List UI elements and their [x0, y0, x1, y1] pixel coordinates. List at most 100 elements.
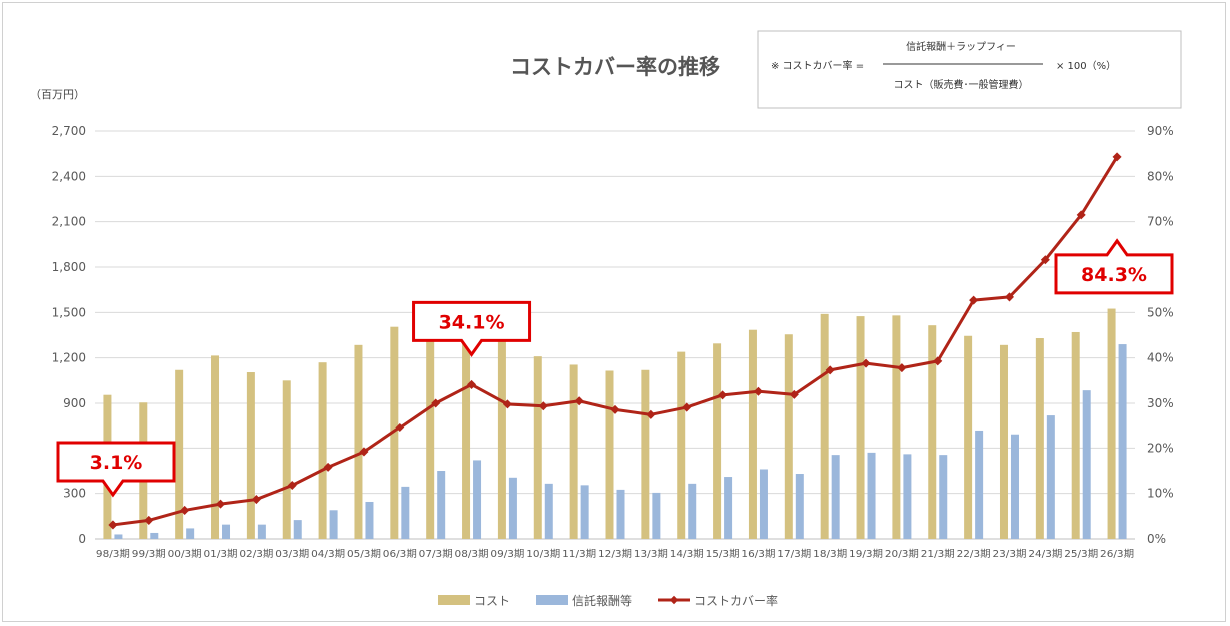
- line-point: [933, 356, 943, 366]
- x-tick-label: 07/3期: [419, 549, 453, 560]
- bar-trust-fee: [580, 485, 589, 539]
- bar-cost: [605, 370, 614, 539]
- bar-trust-fee: [975, 430, 984, 539]
- bar-cost: [282, 380, 291, 539]
- x-tick-label: 12/3期: [598, 549, 632, 560]
- legend-label: 信託報酬等: [572, 593, 632, 608]
- bar-trust-fee: [401, 486, 410, 539]
- x-tick-label: 19/3期: [849, 549, 883, 560]
- y-axis-unit-label: （百万円）: [30, 88, 85, 101]
- x-tick-label: 11/3期: [562, 549, 596, 560]
- y-right-tick-label: 50%: [1147, 305, 1174, 319]
- x-tick-label: 98/3期: [96, 549, 130, 560]
- bar-trust-fee: [473, 460, 482, 539]
- y-right-tick-label: 40%: [1147, 351, 1174, 365]
- formula-suffix: × 100（%）: [1056, 60, 1116, 72]
- y-right-tick-label: 30%: [1147, 396, 1174, 410]
- line-point: [861, 358, 871, 368]
- bars: [103, 307, 1127, 539]
- bar-cost: [856, 316, 865, 539]
- x-tick-label: 04/3期: [311, 549, 345, 560]
- line-point: [789, 389, 799, 399]
- bar-cost: [1035, 338, 1044, 539]
- y-left-tick-label: 0: [78, 532, 86, 546]
- y-right-tick-label: 20%: [1147, 441, 1174, 455]
- bar-trust-fee: [257, 524, 266, 539]
- x-tick-label: 05/3期: [347, 549, 381, 560]
- callout-box: [412, 300, 532, 357]
- formula-box: ※ コストカバー率 = 信託報酬＋ラップフィー コスト（販売費･一般管理費） ×…: [757, 30, 1182, 109]
- x-tick-label: 25/3期: [1064, 549, 1098, 560]
- bar-trust-fee: [652, 492, 661, 539]
- bar-cost: [426, 312, 435, 539]
- y-left-tick-label: 1,500: [52, 305, 86, 319]
- bar-cost: [820, 313, 829, 539]
- x-tick-label: 03/3期: [275, 549, 309, 560]
- bar-cost: [1107, 308, 1116, 539]
- formula-numerator: 信託報酬＋ラップフィー: [906, 40, 1016, 53]
- bar-cost: [462, 307, 471, 539]
- bar-trust-fee: [724, 477, 733, 539]
- x-tick-label: 00/3期: [168, 549, 202, 560]
- bar-cost: [748, 329, 757, 539]
- bar-trust-fee: [1046, 415, 1055, 539]
- chart-title: コストカバー率の推移: [510, 55, 720, 79]
- bar-trust-fee: [293, 520, 302, 539]
- legend: コスト 信託報酬等 コストカバー率: [438, 593, 778, 608]
- callout-label: 84.3%: [1081, 264, 1147, 286]
- bar-trust-fee: [508, 477, 517, 539]
- callout-label: 3.1%: [90, 452, 143, 474]
- bar-trust-fee: [688, 483, 697, 539]
- callout-box: [56, 441, 176, 498]
- x-tick-label: 15/3期: [706, 549, 740, 560]
- bar-cost: [892, 315, 901, 539]
- bar-trust-fee: [186, 528, 195, 539]
- y-left-tick-label: 1,800: [52, 260, 86, 274]
- formula-prefix: ※ コストカバー率 =: [771, 59, 864, 72]
- x-tick-label: 16/3期: [741, 549, 775, 560]
- bar-trust-fee: [150, 532, 159, 539]
- bar-cost: [569, 364, 578, 539]
- x-tick-label: 21/3期: [921, 549, 955, 560]
- y-right-tick-label: 70%: [1147, 215, 1174, 229]
- x-tick-label: 18/3期: [813, 549, 847, 560]
- bar-cost: [497, 334, 506, 539]
- legend-swatch: [438, 595, 470, 605]
- bar-cost: [641, 369, 650, 539]
- bar-trust-fee: [867, 452, 876, 539]
- bar-cost: [175, 369, 184, 539]
- x-tick-label: 17/3期: [777, 549, 811, 560]
- bar-trust-fee: [795, 474, 804, 539]
- callout-box: [1054, 238, 1174, 295]
- bar-trust-fee: [1010, 434, 1019, 539]
- y-left-tick-label: 300: [63, 487, 86, 501]
- x-tick-label: 24/3期: [1028, 549, 1062, 560]
- formula-denominator: コスト（販売費･一般管理費）: [894, 78, 1029, 91]
- bar-trust-fee: [222, 524, 231, 539]
- y-right-tick-label: 10%: [1147, 487, 1174, 501]
- bar-trust-fee: [939, 455, 948, 539]
- callouts: 3.1% 34.1% 84.3%: [56, 238, 1174, 498]
- y-left-tick-label: 2,700: [52, 124, 86, 138]
- y-left-tick-label: 2,100: [52, 215, 86, 229]
- axes: 03006009001,2001,5001,8002,1002,4002,700…: [52, 124, 1174, 560]
- x-tick-label: 06/3期: [383, 549, 417, 560]
- bar-trust-fee: [437, 471, 446, 539]
- bar-cost: [999, 344, 1008, 539]
- line-point: [969, 295, 979, 305]
- x-tick-label: 13/3期: [634, 549, 668, 560]
- line-point: [215, 499, 226, 509]
- gridlines: [95, 130, 1135, 540]
- y-left-tick-label: 2,400: [52, 169, 86, 183]
- bar-cost: [246, 372, 255, 539]
- bar-cost: [1071, 331, 1080, 539]
- bar-trust-fee: [616, 489, 625, 539]
- x-tick-label: 14/3期: [670, 549, 704, 560]
- y-left-tick-label: 1,200: [52, 351, 86, 365]
- x-tick-label: 08/3期: [455, 549, 489, 560]
- x-tick-label: 23/3期: [992, 549, 1026, 560]
- x-tick-label: 01/3期: [204, 549, 238, 560]
- bar-trust-fee: [903, 454, 912, 539]
- line-point: [251, 495, 261, 505]
- bar-trust-fee: [831, 455, 840, 539]
